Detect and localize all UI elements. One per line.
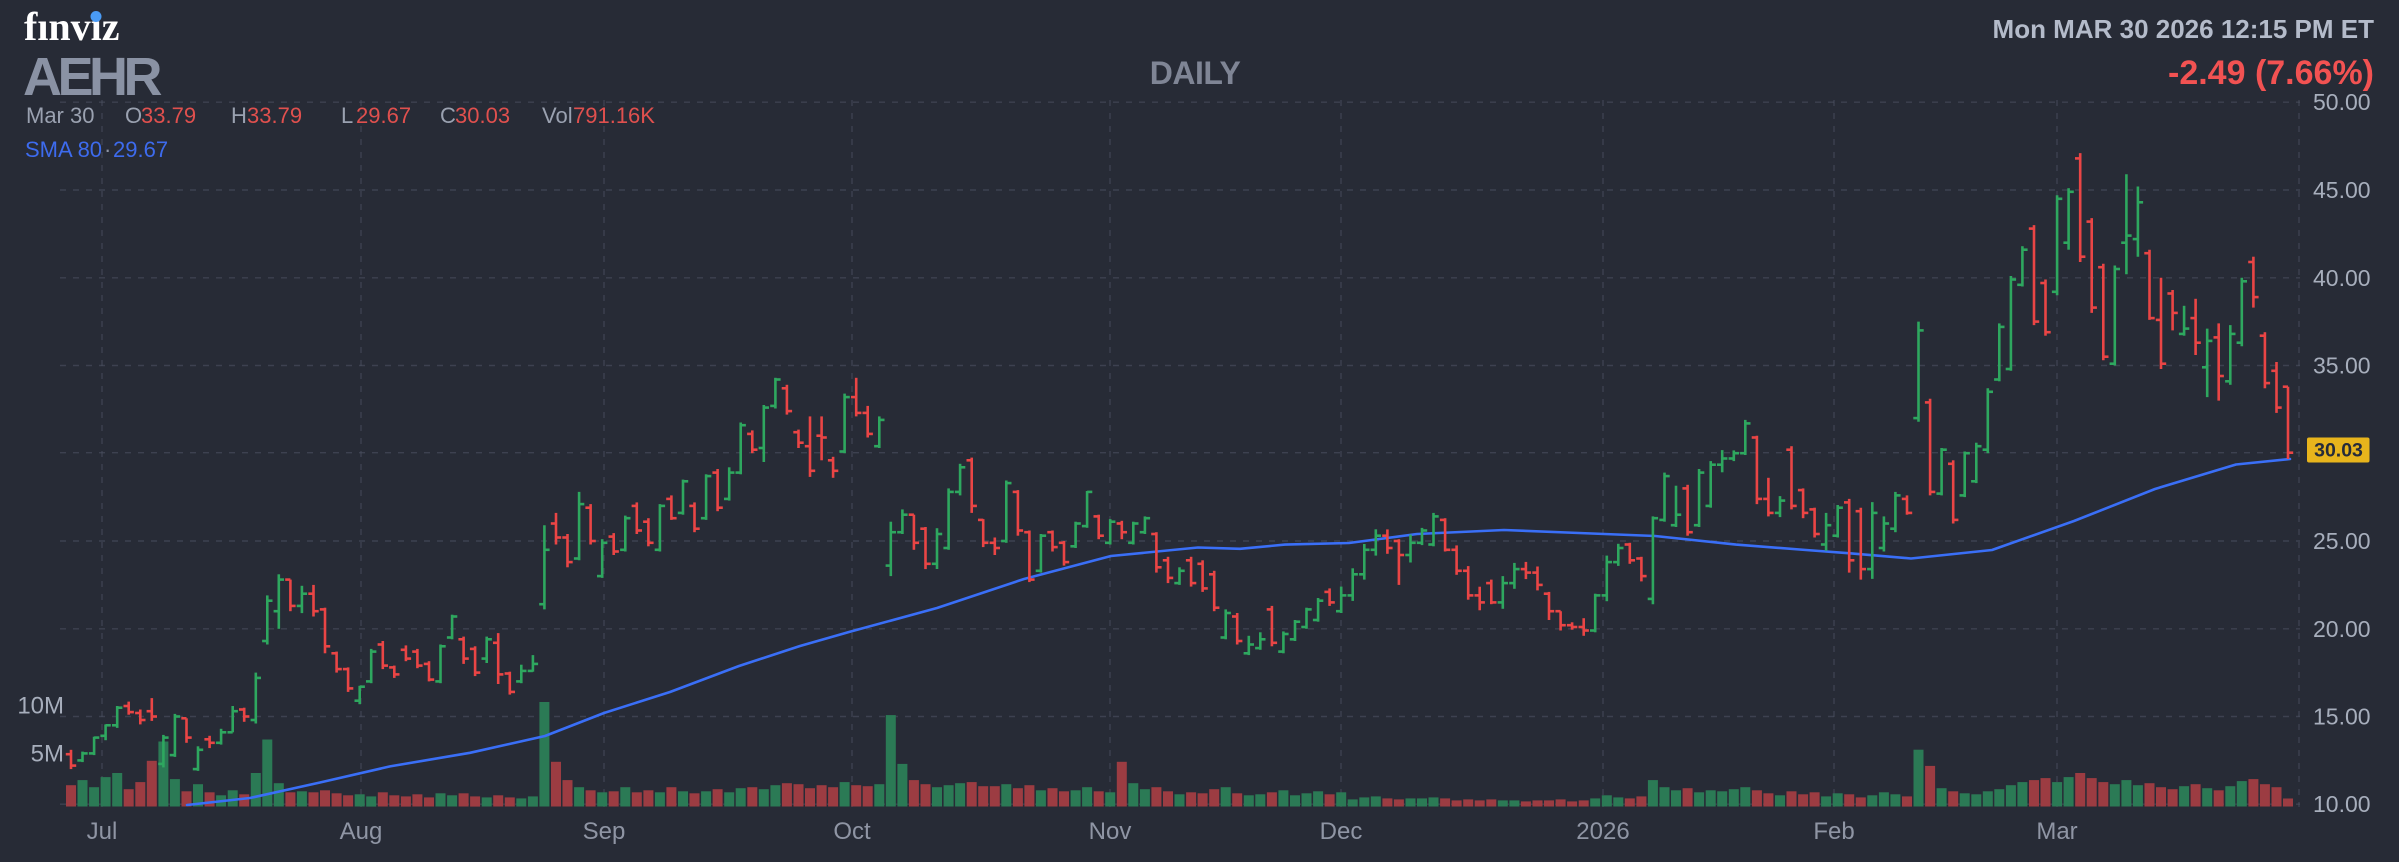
svg-text:H: H bbox=[231, 103, 247, 128]
svg-text:40.00: 40.00 bbox=[2313, 265, 2371, 291]
svg-text:fınvız: fınvız bbox=[24, 4, 120, 49]
svg-text:33.79: 33.79 bbox=[141, 103, 196, 128]
svg-text:30.03: 30.03 bbox=[455, 103, 510, 128]
svg-text:Mar: Mar bbox=[2036, 818, 2077, 845]
svg-text:2026: 2026 bbox=[1576, 818, 1629, 845]
svg-text:20.00: 20.00 bbox=[2313, 616, 2371, 642]
svg-text:DAILY: DAILY bbox=[1150, 55, 1241, 91]
svg-text:-2.49 (7.66%): -2.49 (7.66%) bbox=[2168, 54, 2374, 92]
svg-text:Vol: Vol bbox=[542, 103, 573, 128]
svg-text:30.03: 30.03 bbox=[2314, 440, 2363, 462]
svg-text:Oct: Oct bbox=[833, 818, 871, 845]
svg-text:Aug: Aug bbox=[340, 818, 383, 845]
svg-text:33.79: 33.79 bbox=[247, 103, 302, 128]
svg-text:O: O bbox=[125, 103, 142, 128]
svg-text:25.00: 25.00 bbox=[2313, 528, 2371, 554]
svg-text:Mon MAR 30 2026 12:15 PM ET: Mon MAR 30 2026 12:15 PM ET bbox=[1993, 14, 2375, 44]
svg-text:C: C bbox=[440, 103, 456, 128]
svg-text:5M: 5M bbox=[31, 741, 64, 768]
svg-text:Sep: Sep bbox=[583, 818, 626, 845]
svg-text:Dec: Dec bbox=[1320, 818, 1363, 845]
svg-text:Jul: Jul bbox=[87, 818, 118, 845]
svg-text:L: L bbox=[341, 103, 353, 128]
svg-text:50.00: 50.00 bbox=[2313, 89, 2371, 115]
svg-text:35.00: 35.00 bbox=[2313, 353, 2371, 379]
svg-text:Feb: Feb bbox=[1813, 818, 1854, 845]
svg-text:29.67: 29.67 bbox=[113, 137, 168, 162]
svg-text:15.00: 15.00 bbox=[2313, 704, 2371, 730]
svg-text:SMA 80: SMA 80 bbox=[25, 137, 102, 162]
svg-text:·: · bbox=[104, 137, 111, 162]
svg-text:AEHR: AEHR bbox=[23, 47, 162, 107]
svg-text:Mar 30: Mar 30 bbox=[26, 103, 94, 128]
svg-text:10.00: 10.00 bbox=[2313, 791, 2371, 817]
svg-text:Nov: Nov bbox=[1089, 818, 1132, 845]
svg-text:10M: 10M bbox=[17, 693, 64, 720]
svg-text:791.16K: 791.16K bbox=[573, 103, 655, 128]
svg-text:45.00: 45.00 bbox=[2313, 177, 2371, 203]
svg-text:29.67: 29.67 bbox=[356, 103, 411, 128]
